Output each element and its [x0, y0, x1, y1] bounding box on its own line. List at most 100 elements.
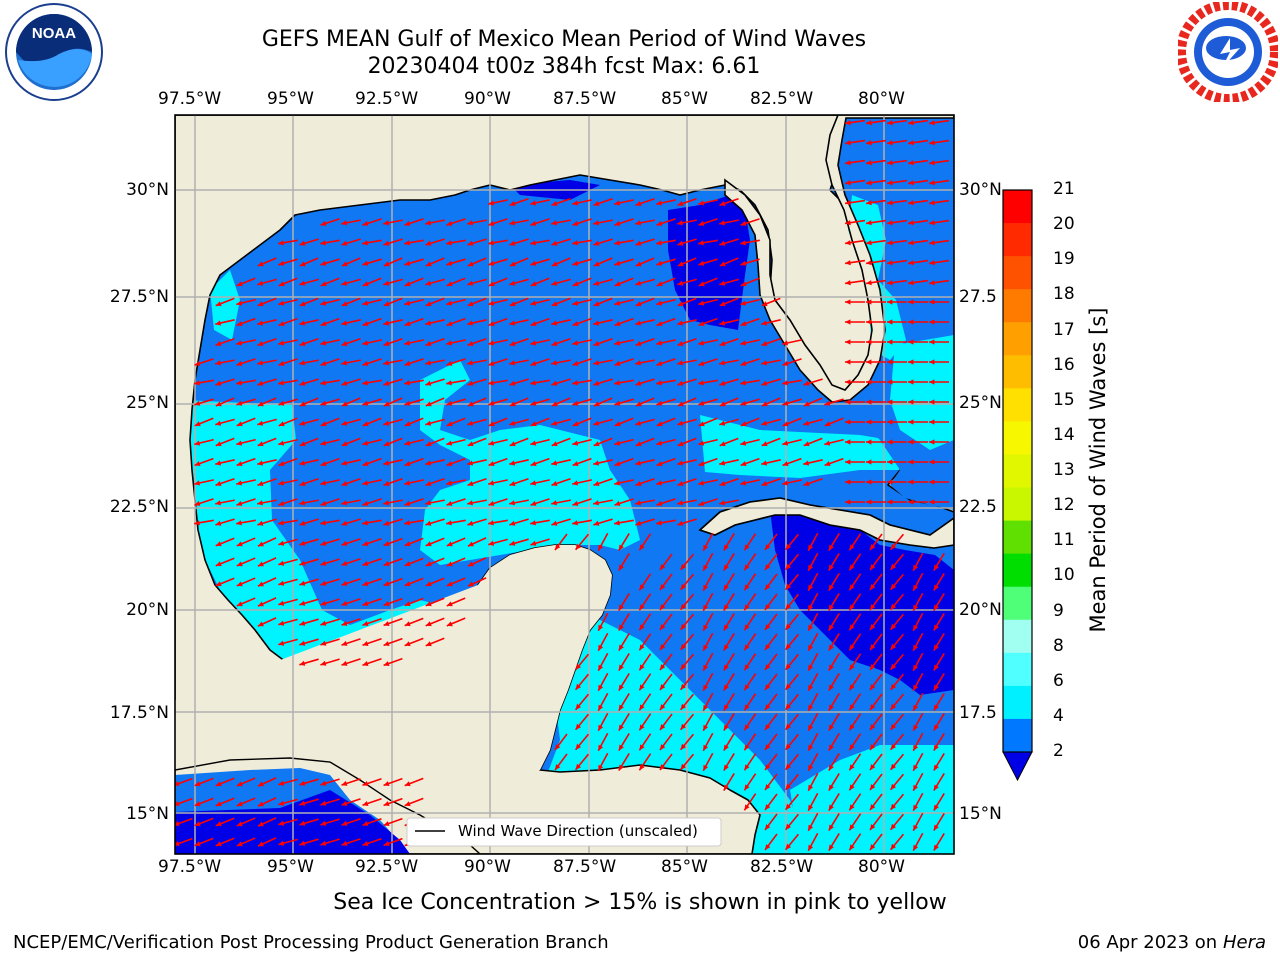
- lat-label-left: 30°N: [126, 180, 169, 200]
- wind-arrow-head: [299, 580, 306, 586]
- wind-arrow-head: [467, 220, 473, 226]
- wind-arrow-head: [320, 480, 326, 486]
- wind-arrow-head: [933, 624, 939, 631]
- wind-arrow-head: [824, 400, 831, 406]
- wind-arrow-head: [828, 564, 834, 571]
- wind-arrow-head: [362, 821, 369, 826]
- wind-arrow-head: [530, 380, 536, 386]
- wind-arrow-head: [933, 744, 939, 751]
- wind-arrow-head: [320, 421, 327, 427]
- wind-arrow-head: [446, 500, 453, 506]
- wind-arrow-head: [362, 801, 369, 806]
- wind-arrow-head: [467, 500, 473, 506]
- wind-arrow-head: [656, 421, 663, 427]
- wind-arrow-head: [639, 744, 645, 751]
- wind-arrow-head: [913, 584, 919, 591]
- wind-arrow-head: [551, 201, 558, 206]
- wind-arrow-head: [341, 301, 348, 307]
- wind-arrow-head: [278, 340, 284, 346]
- wind-arrow-head: [320, 300, 327, 306]
- wind-arrow-head: [257, 801, 264, 807]
- wind-arrow-head: [236, 781, 243, 787]
- wind-arrow-head: [803, 420, 810, 426]
- wind-arrow-head: [845, 319, 851, 325]
- wind-arrow-head: [740, 480, 746, 486]
- wind-arrow-head: [660, 764, 666, 770]
- wind-arrow-head: [887, 140, 893, 146]
- wind-arrow-head: [299, 660, 306, 666]
- wind-arrow-head: [530, 461, 537, 466]
- colorbar-tick-label: 8: [1053, 635, 1064, 656]
- wind-arrow-head: [808, 844, 814, 851]
- wind-arrow-head: [849, 664, 855, 671]
- wind-arrow-head: [908, 459, 914, 465]
- colorbar-bin: [1003, 388, 1032, 422]
- wind-arrow-head: [236, 340, 242, 346]
- wind-arrow-head: [598, 764, 604, 771]
- wind-arrow-head: [614, 440, 621, 446]
- wind-arrow-head: [744, 804, 750, 811]
- wind-arrow-head: [446, 461, 453, 466]
- wind-arrow-head: [215, 420, 222, 426]
- wind-arrow-head: [257, 581, 264, 587]
- wind-arrow-head: [404, 281, 411, 287]
- wind-arrow-head: [929, 359, 935, 365]
- wind-arrow-head: [719, 220, 725, 226]
- wind-arrow-head: [575, 683, 581, 690]
- wind-arrow-head: [551, 420, 558, 426]
- colorbar-tick-label: 11: [1053, 530, 1075, 551]
- wind-arrow-head: [236, 321, 243, 326]
- wind-arrow-head: [488, 461, 495, 466]
- wind-arrow-head: [341, 640, 348, 646]
- wind-arrow-head: [278, 260, 285, 266]
- wind-arrow-head: [870, 824, 876, 830]
- wind-arrow-head: [803, 481, 810, 486]
- wind-arrow-head: [698, 260, 705, 266]
- wind-arrow-head: [887, 439, 893, 445]
- wind-arrow-head: [341, 441, 348, 447]
- wind-arrow-head: [299, 420, 306, 426]
- wind-arrow-head: [488, 200, 494, 206]
- wind-arrow-head: [845, 299, 851, 305]
- wind-arrow-head: [870, 584, 876, 590]
- wind-arrow-head: [680, 723, 686, 730]
- colorbar-tick-label: 6: [1053, 670, 1064, 691]
- wind-arrow-head: [509, 401, 516, 407]
- wind-arrow-head: [614, 220, 621, 226]
- wind-arrow-head: [803, 441, 810, 447]
- wind-arrow-head: [785, 803, 791, 810]
- wind-arrow-head: [677, 301, 684, 307]
- wind-arrow-head: [803, 380, 810, 386]
- wind-arrow-head: [320, 281, 327, 287]
- wind-arrow-head: [803, 401, 810, 407]
- wind-arrow-head: [236, 360, 243, 366]
- nws-logo: [1176, 0, 1280, 104]
- wind-arrow-head: [446, 601, 453, 607]
- wind-arrow-head: [929, 180, 935, 186]
- wind-arrow-head: [887, 419, 893, 425]
- lat-label-left: 27.5°N: [109, 287, 169, 307]
- wind-arrow-head: [320, 820, 327, 826]
- wind-arrow-head: [215, 821, 222, 827]
- wind-arrow-head: [362, 321, 369, 326]
- wind-arrow-head: [257, 601, 264, 607]
- wind-arrow-head: [236, 440, 243, 446]
- wind-arrow-head: [362, 480, 368, 486]
- wind-arrow-head: [677, 500, 683, 506]
- wind-arrow-head: [425, 581, 432, 587]
- wind-arrow-head: [723, 684, 729, 691]
- wind-arrow-head: [194, 801, 201, 807]
- wind-arrow-head: [593, 460, 600, 466]
- wind-direction-legend: [406, 817, 722, 847]
- wind-arrow-head: [656, 240, 662, 246]
- wind-arrow-head: [866, 459, 872, 465]
- wind-arrow-head: [761, 341, 768, 346]
- wind-arrow-head: [236, 421, 243, 427]
- wind-arrow-head: [341, 240, 348, 246]
- wind-arrow-head: [680, 623, 686, 630]
- wind-arrow-head: [635, 341, 642, 346]
- wind-arrow-head: [236, 500, 243, 506]
- wind-arrow-head: [618, 704, 624, 711]
- wind-arrow-head: [656, 360, 663, 366]
- colorbar-bin: [1003, 190, 1032, 224]
